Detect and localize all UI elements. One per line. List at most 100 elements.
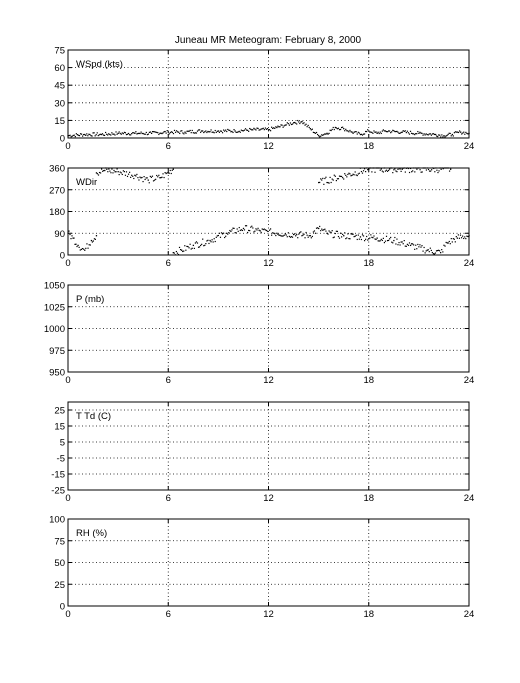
data-point <box>255 129 257 131</box>
data-point <box>140 131 142 133</box>
data-point <box>331 178 333 180</box>
data-point <box>256 229 258 231</box>
data-point <box>459 234 462 236</box>
data-point <box>180 130 182 132</box>
data-point <box>328 230 330 232</box>
data-point <box>435 167 437 169</box>
y-tick-label: -25 <box>51 486 65 497</box>
data-point <box>462 235 464 237</box>
data-point <box>416 248 418 250</box>
data-point <box>371 236 373 238</box>
panel-4: 0 6 12 18 24 -25 -15 -5 5 15 25 T Td (C) <box>51 401 474 504</box>
data-point <box>161 132 163 135</box>
data-point <box>92 240 94 242</box>
data-point <box>327 133 329 135</box>
data-point <box>345 174 347 176</box>
data-point <box>375 238 377 241</box>
data-point <box>378 167 380 169</box>
data-point <box>386 170 389 172</box>
data-point <box>249 230 251 232</box>
data-point <box>394 168 396 170</box>
data-point <box>245 225 248 227</box>
data-point <box>94 135 96 137</box>
data-point <box>402 130 404 132</box>
data-point <box>439 134 441 136</box>
panel-3: 0 6 12 18 24 950 975 1000 1025 1050 P (mb) <box>44 281 474 387</box>
data-point <box>410 243 413 245</box>
data-point <box>340 236 343 238</box>
data-point <box>148 182 150 184</box>
data-point <box>156 174 158 177</box>
data-point <box>400 131 402 134</box>
data-point <box>326 132 328 135</box>
data-point <box>118 131 120 133</box>
data-point <box>158 133 160 136</box>
data-point <box>324 133 326 135</box>
data-point <box>127 132 130 135</box>
data-point <box>125 171 128 173</box>
data-point <box>328 182 330 184</box>
data-point <box>225 129 227 131</box>
data-point <box>386 239 389 242</box>
data-point <box>281 235 283 237</box>
y-tick-label: 25 <box>54 406 65 417</box>
data-point <box>342 233 344 235</box>
data-point <box>435 250 438 252</box>
data-point <box>87 135 89 137</box>
data-point <box>273 232 275 234</box>
y-tick-label: 60 <box>54 63 65 74</box>
data-point <box>432 167 434 169</box>
data-point <box>324 177 326 180</box>
data-point <box>433 167 435 170</box>
data-point <box>415 167 417 169</box>
data-point <box>83 133 85 136</box>
data-point <box>440 168 442 170</box>
data-point <box>235 232 237 234</box>
data-point <box>273 127 275 129</box>
data-point <box>417 243 419 246</box>
x-tick-label: 0 <box>65 141 70 152</box>
x-tick-label: 24 <box>464 609 475 620</box>
data-point <box>409 130 412 132</box>
data-point <box>422 250 424 252</box>
data-point <box>120 133 122 135</box>
data-point <box>111 132 113 134</box>
data-point <box>311 128 313 130</box>
data-point <box>356 174 358 177</box>
data-point <box>387 130 390 132</box>
data-point <box>73 237 75 239</box>
data-point <box>404 171 406 173</box>
data-point <box>305 123 307 125</box>
data-point <box>80 133 83 135</box>
data-point <box>162 173 164 175</box>
data-point <box>444 245 446 247</box>
data-point <box>68 230 70 232</box>
data-point <box>324 228 326 230</box>
data-point <box>360 133 363 135</box>
data-point <box>176 130 178 132</box>
data-point <box>284 124 286 126</box>
data-point <box>230 230 232 233</box>
data-point <box>79 249 81 251</box>
data-point <box>377 131 379 133</box>
data-point <box>73 134 75 136</box>
data-point <box>363 240 366 242</box>
data-point <box>365 130 367 133</box>
data-point <box>417 167 419 169</box>
data-point <box>275 126 277 128</box>
data-point <box>455 131 458 133</box>
data-point <box>436 169 438 171</box>
data-point <box>243 229 246 231</box>
data-point <box>195 132 198 134</box>
data-point <box>114 171 116 173</box>
data-point <box>335 180 337 182</box>
x-tick-label: 12 <box>263 258 274 269</box>
data-point <box>90 135 92 137</box>
data-point <box>363 133 366 135</box>
data-point <box>115 131 117 133</box>
data-point <box>333 174 335 176</box>
data-point <box>210 241 212 243</box>
data-point <box>419 131 421 133</box>
data-point <box>445 135 447 137</box>
data-point <box>408 242 411 244</box>
